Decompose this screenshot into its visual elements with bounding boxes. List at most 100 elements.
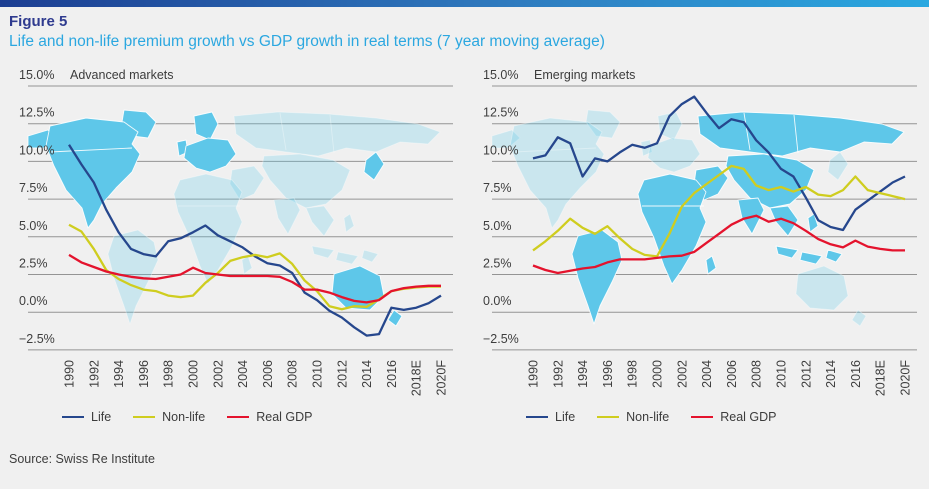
legend-label-life: Life — [91, 410, 112, 424]
map-region-middle-east — [229, 165, 265, 201]
y-tick-label: −2.5% — [483, 332, 519, 346]
series-lines — [68, 144, 442, 337]
series-line-life — [532, 95, 906, 232]
x-tick-label: 1990 — [63, 360, 77, 388]
y-tick-label: 10.0% — [19, 143, 54, 157]
map-region-japan — [363, 151, 385, 181]
y-tick-label: 7.5% — [19, 181, 48, 195]
x-tick-label: 2004 — [700, 360, 714, 388]
x-tick-label: 2008 — [750, 360, 764, 388]
figure-label: Figure 5 — [9, 13, 68, 30]
map-region-alaska — [491, 129, 521, 149]
x-tick-label: 2016 — [385, 360, 399, 388]
map-border-russia-2 — [329, 114, 335, 154]
map-border-russia-1 — [743, 112, 751, 151]
y-axis-labels: 15.0% 12.5% 10.0% 7.5% 5.0% 2.5% 0.0% −2.5% — [483, 68, 519, 346]
legend-label-nonlife: Non-life — [162, 410, 206, 424]
x-tick-label: 1994 — [112, 360, 126, 388]
map-region-russia — [697, 111, 905, 157]
x-tick-label: 2002 — [675, 360, 689, 388]
x-tick-label: 2012 — [799, 360, 813, 388]
y-axis-labels: 15.0% 12.5% 10.0% 7.5% 5.0% 2.5% 0.0% −2.5% — [19, 68, 55, 346]
map-region-north-america — [509, 117, 605, 229]
x-tick-label: 1992 — [87, 360, 101, 388]
panel-title: Advanced markets — [70, 68, 174, 82]
map-region-madagascar — [241, 255, 253, 275]
y-tick-label: 5.0% — [19, 219, 48, 233]
chart-panel-advanced: 15.0% 12.5% 10.0% 7.5% 5.0% 2.5% 0.0% −2.5% Adva… — [0, 58, 465, 408]
y-tick-label: 10.0% — [483, 143, 518, 157]
x-tick-label: 1992 — [551, 360, 565, 388]
y-tick-label: 15.0% — [483, 68, 518, 82]
y-tick-label: −2.5% — [19, 332, 55, 346]
y-tick-label: 2.5% — [19, 257, 48, 271]
map-region-europe — [183, 137, 237, 173]
legend-label-nonlife: Non-life — [626, 410, 670, 424]
figure-title: Life and non-life premium growth vs GDP … — [9, 33, 605, 50]
x-tick-label: 2020F — [435, 360, 449, 396]
map-region-philippines — [807, 213, 819, 233]
map-region-new-zealand — [387, 309, 403, 327]
map-region-central-asia-china — [725, 153, 815, 209]
map-region-south-america — [571, 229, 623, 325]
y-tick-label: 7.5% — [483, 181, 512, 195]
map-region-madagascar — [705, 255, 717, 275]
x-tick-label: 2010 — [775, 360, 789, 388]
y-tick-label: 0.0% — [483, 294, 512, 308]
series-line-life — [68, 144, 442, 337]
legend-label-gdp: Real GDP — [256, 410, 313, 424]
series-line-gdp — [68, 253, 441, 304]
x-tick-label: 2006 — [261, 360, 275, 388]
map-region-australia — [795, 265, 849, 311]
map-region-philippines — [343, 213, 355, 233]
x-tick-label: 2006 — [725, 360, 739, 388]
legend-label-life: Life — [555, 410, 576, 424]
map-region-europe — [647, 137, 701, 173]
x-tick-label: 1998 — [162, 360, 176, 388]
series-line-gdp — [532, 214, 905, 275]
advanced-markets-chart: 15.0% 12.5% 10.0% 7.5% 5.0% 2.5% 0.0% −2.5% Adva… — [19, 68, 453, 397]
world-map — [27, 109, 441, 327]
x-axis-labels: 1990 1992 1994 1996 1998 2000 2002 2004 2006 2008… — [527, 360, 913, 397]
map-region-se-asia — [305, 205, 335, 237]
map-border-russia-2 — [793, 114, 799, 154]
map-region-india — [273, 197, 301, 235]
chart-panel-emerging: 15.0% 12.5% 10.0% 7.5% 5.0% 2.5% 0.0% −2.5% Emer… — [464, 58, 929, 408]
x-axis-labels: 1990 1992 1994 1996 1998 2000 2002 2004 2006 2008… — [63, 360, 449, 397]
x-tick-label: 2000 — [187, 360, 201, 388]
map-region-central-asia-china — [261, 153, 351, 209]
top-accent-bar — [0, 0, 929, 7]
y-tick-label: 5.0% — [483, 219, 512, 233]
x-tick-label: 2014 — [824, 360, 838, 388]
legend-swatch-gdp — [227, 415, 250, 419]
map-border-us-canada — [49, 147, 133, 153]
map-region-australia — [331, 265, 385, 311]
x-tick-label: 1996 — [137, 360, 151, 388]
x-tick-label: 1996 — [601, 360, 615, 388]
legend-advanced: Life Non-life Real GDP — [62, 410, 335, 424]
world-map-advanced — [27, 109, 441, 327]
legend-emerging: Life Non-life Real GDP — [526, 410, 799, 424]
x-tick-label: 2004 — [236, 360, 250, 388]
series-lines — [532, 95, 906, 275]
y-tick-label: 2.5% — [483, 257, 512, 271]
x-tick-label: 2010 — [311, 360, 325, 388]
x-tick-label: 2002 — [211, 360, 225, 388]
y-tick-label: 12.5% — [19, 106, 54, 120]
x-tick-label: 2014 — [360, 360, 374, 388]
legend-swatch-life — [62, 415, 84, 419]
x-tick-label: 1990 — [527, 360, 541, 388]
x-tick-label: 1994 — [576, 360, 590, 388]
source-note: Source: Swiss Re Institute — [9, 452, 155, 466]
map-region-indonesia — [775, 245, 843, 265]
map-region-russia — [233, 111, 441, 157]
emerging-markets-chart: 15.0% 12.5% 10.0% 7.5% 5.0% 2.5% 0.0% −2.5% Emer… — [483, 68, 917, 397]
series-line-nonlife — [532, 164, 906, 258]
map-region-japan — [827, 151, 849, 181]
y-tick-label: 12.5% — [483, 106, 518, 120]
y-tick-label: 15.0% — [19, 68, 54, 82]
map-border-russia-1 — [279, 112, 287, 151]
x-tick-label: 2016 — [849, 360, 863, 388]
x-tick-label: 2008 — [286, 360, 300, 388]
